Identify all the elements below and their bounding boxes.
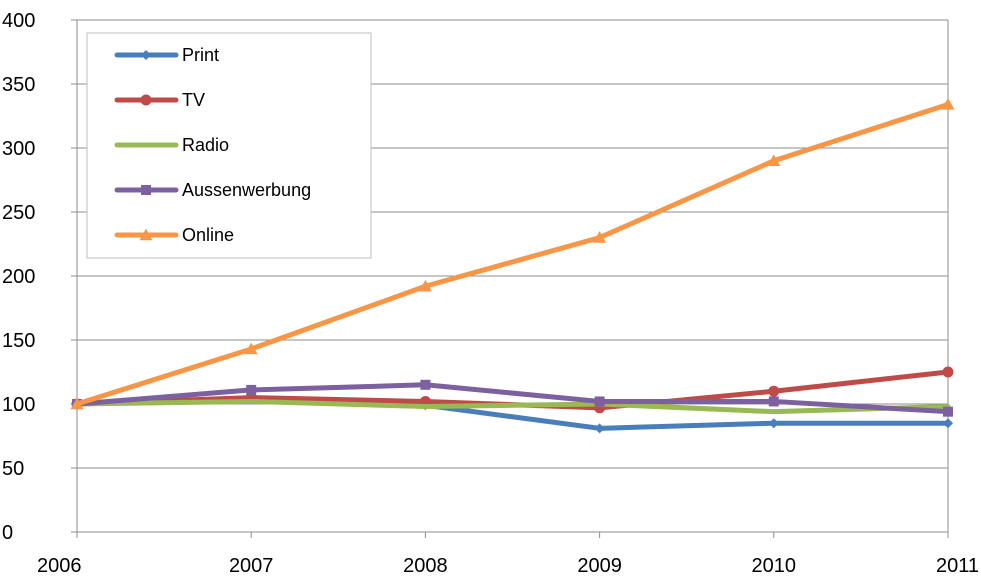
x-tick-label: 2008 (403, 555, 448, 577)
legend-swatch-marker (141, 50, 151, 60)
legend: Print TV Radio Aussenwerbung Online (86, 32, 372, 259)
data-point (70, 397, 84, 410)
data-point (768, 385, 780, 397)
x-tick-label: 2009 (577, 555, 622, 577)
y-tick-labels: 0 50 100 150 200 250 300 350 400 (2, 10, 35, 544)
y-tick-label: 400 (2, 10, 35, 32)
legend-swatch-marker (140, 94, 152, 106)
legend-item: TV (114, 90, 205, 110)
x-tick-label: 2006 (37, 555, 82, 577)
legend-swatch-marker (141, 185, 151, 195)
series-radio (74, 398, 951, 415)
data-point (594, 423, 605, 434)
data-point (943, 406, 953, 417)
legend-item: Radio (114, 135, 229, 155)
legend-item: Aussenwerbung (114, 180, 311, 200)
legend-swatch-marker (139, 228, 153, 241)
legend-item: Print (114, 45, 219, 65)
legend-label: Aussenwerbung (182, 180, 311, 200)
x-tick-labels: 2006 2007 2008 2009 2010 2011 (37, 555, 979, 577)
x-tick-label: 2010 (752, 555, 797, 577)
data-point (418, 279, 432, 292)
x-tick-label: 2007 (229, 555, 274, 577)
legend-item: Online (114, 225, 234, 245)
series-line (74, 398, 951, 415)
legend-label: Radio (182, 135, 229, 155)
data-point (594, 396, 605, 407)
y-tick-label: 150 (2, 330, 35, 352)
data-point (941, 97, 955, 110)
data-point (246, 384, 257, 395)
x-tick-label: 2011 (936, 555, 979, 577)
series-line (74, 382, 951, 415)
data-point (768, 418, 779, 429)
data-point (244, 342, 258, 355)
legend-label: Print (182, 45, 219, 65)
data-point (767, 154, 781, 166)
series-lines (70, 97, 955, 434)
series-online (70, 97, 955, 410)
y-tick-label: 200 (2, 266, 35, 288)
y-tick-label: 100 (2, 394, 35, 416)
data-point (943, 418, 953, 429)
y-tick-label: 250 (2, 202, 35, 224)
legend-label: Online (182, 225, 234, 245)
legend-label: TV (182, 90, 205, 110)
y-tick-label: 50 (2, 458, 24, 480)
y-tick-label: 300 (2, 138, 35, 160)
y-tick-label: 0 (2, 522, 13, 544)
data-point (593, 231, 607, 243)
y-tick-label: 350 (2, 74, 35, 96)
data-point (420, 379, 431, 390)
data-point (768, 396, 779, 407)
data-point (942, 366, 954, 378)
series-line (74, 101, 951, 407)
